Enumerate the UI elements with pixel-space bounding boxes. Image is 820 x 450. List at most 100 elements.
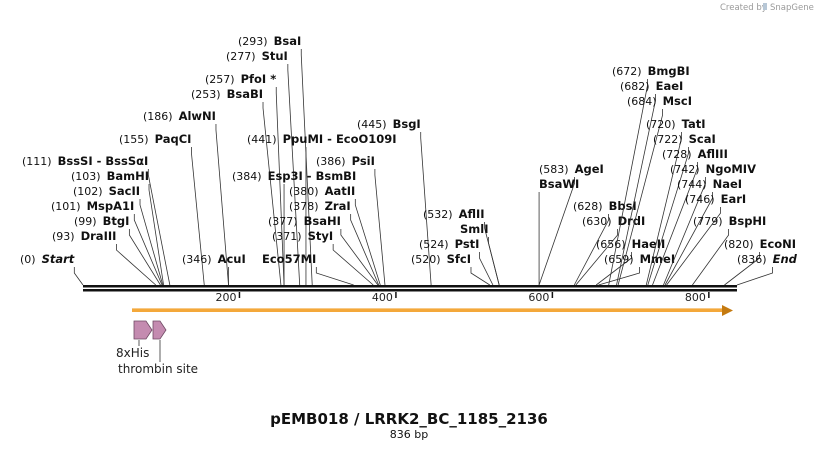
site-leader-line	[575, 229, 618, 286]
site-leader-line	[262, 102, 282, 286]
site-position: (742)	[670, 163, 700, 176]
site-position: (684)	[627, 95, 657, 108]
site-name: SmlI	[460, 222, 489, 236]
ruler-tick-label: 800	[685, 291, 706, 304]
site-name: BsaHI	[304, 214, 341, 228]
site-start: (0) Start	[20, 252, 84, 286]
site-leader-line	[374, 169, 386, 286]
site-name: BsaWI	[539, 177, 579, 191]
site-name: Eco57MI	[262, 252, 316, 266]
site-name: BspHI	[729, 214, 767, 228]
site-position: (672)	[612, 65, 642, 78]
site-name: TatI	[682, 117, 706, 131]
site-position: (445)	[357, 118, 387, 131]
site-name: AflII	[459, 207, 485, 221]
site-position: (277)	[226, 50, 256, 63]
site-bsgi: (445) BsgI	[357, 117, 432, 286]
site-position: (583)	[539, 163, 569, 176]
site-leader-line	[692, 229, 729, 286]
site-position: (728)	[662, 148, 692, 161]
site-ngomiv: (742) NgoMIV	[663, 162, 756, 286]
site-position: (630)	[582, 215, 612, 228]
ruler-tick-label: 400	[372, 291, 393, 304]
site-scai: (722) ScaI	[647, 132, 716, 286]
site-msci: (684) MscI	[617, 94, 692, 286]
site-position: (186)	[143, 110, 173, 123]
backbone-top-strand	[83, 285, 737, 288]
site-alwni: (186) AlwNI	[143, 109, 229, 286]
site-position: (722)	[653, 133, 683, 146]
site-position: (836)	[737, 253, 767, 266]
site-position: (659)	[604, 253, 634, 266]
site-name: NaeI	[713, 177, 742, 191]
site-position: (257)	[205, 73, 235, 86]
site-bmgbi: (672) BmgBI	[608, 64, 690, 286]
site-afliii: (728) AflIII	[652, 147, 728, 286]
site-psii: (386) PsiI	[316, 154, 386, 286]
site-name: BmgBI	[648, 64, 690, 78]
site-name: Start	[42, 252, 75, 266]
site-bsahi: (377) BsaHI	[268, 214, 379, 286]
site-name: StyI	[308, 229, 334, 243]
site-leader-line	[133, 214, 163, 286]
site-leader-line	[652, 162, 698, 286]
site-name: SacII	[109, 184, 140, 198]
site-position: (293)	[238, 35, 268, 48]
site-leader-line	[287, 64, 301, 286]
ruler-tick-label: 200	[215, 291, 236, 304]
site-leader-line	[617, 109, 663, 286]
site-name: MmeI	[640, 252, 676, 266]
site-leader-line	[147, 169, 171, 286]
site-name: NgoMIV	[706, 162, 756, 176]
site-name: PfoI *	[241, 72, 277, 86]
site-name: BssSI - BssSαI	[58, 154, 149, 168]
site-leader-line	[116, 244, 157, 286]
ruler-tick-label: 600	[528, 291, 549, 304]
site-leader-line	[73, 267, 84, 286]
site-leader-line	[598, 267, 640, 286]
site-econi: (820) EcoNI	[724, 237, 796, 286]
site-bsawi: BsaWI	[538, 177, 579, 285]
site-name: BsaI	[274, 34, 302, 48]
site-sacii: (102) SacII	[73, 184, 164, 286]
site-leader-line	[148, 184, 164, 286]
site-name: MspA1I	[87, 199, 135, 213]
feature-label-thrombin: thrombin site	[118, 362, 198, 376]
site-name: DrdI	[618, 214, 646, 228]
site-sfci: (520) SfcI	[411, 252, 491, 286]
site-position: (380)	[289, 185, 319, 198]
site-leader-line	[616, 94, 656, 286]
site-pfoi: (257) PfoI *	[205, 72, 285, 286]
site-position: (0)	[20, 253, 36, 266]
site-name: BamHI	[107, 169, 149, 183]
site-position: (155)	[119, 133, 149, 146]
site-position: (346)	[182, 253, 212, 266]
site-eaei: (682) EaeI	[616, 79, 683, 286]
site-leader-line	[420, 132, 432, 286]
orf-highlight	[132, 308, 724, 309]
site-leader-line	[666, 207, 721, 286]
site-position: (99)	[74, 215, 97, 228]
site-esp3i-bsmbi: (384) Esp3I - BsmBI	[232, 169, 356, 285]
snapgene-credit: Created by SnapGene	[720, 3, 814, 13]
backbone-bottom-strand	[83, 289, 737, 292]
site-leader-line	[664, 192, 713, 286]
map-title: pEMB018 / LRRK2_BC_1185_2136	[270, 410, 548, 428]
site-leader-line	[479, 252, 494, 286]
site-position: (656)	[596, 238, 626, 251]
site-position: (628)	[573, 200, 603, 213]
site-mmei: (659) MmeI	[598, 252, 676, 286]
site-name: End	[773, 252, 798, 266]
site-leader-line	[488, 237, 500, 286]
site-eari: (746) EarI	[666, 192, 746, 286]
site-position: (371)	[272, 230, 302, 243]
orf-arrow	[132, 305, 733, 316]
site-agei: (583) AgeI	[538, 162, 604, 286]
site-name: PpuMI - EcoO109I	[283, 132, 397, 146]
credit-brand: SnapGene	[770, 3, 814, 13]
site-name: AcuI	[218, 252, 246, 266]
site-name: PsiI	[352, 154, 375, 168]
site-leader-line	[645, 132, 682, 286]
site-leader-line	[595, 252, 632, 286]
orf-bar	[132, 309, 724, 312]
